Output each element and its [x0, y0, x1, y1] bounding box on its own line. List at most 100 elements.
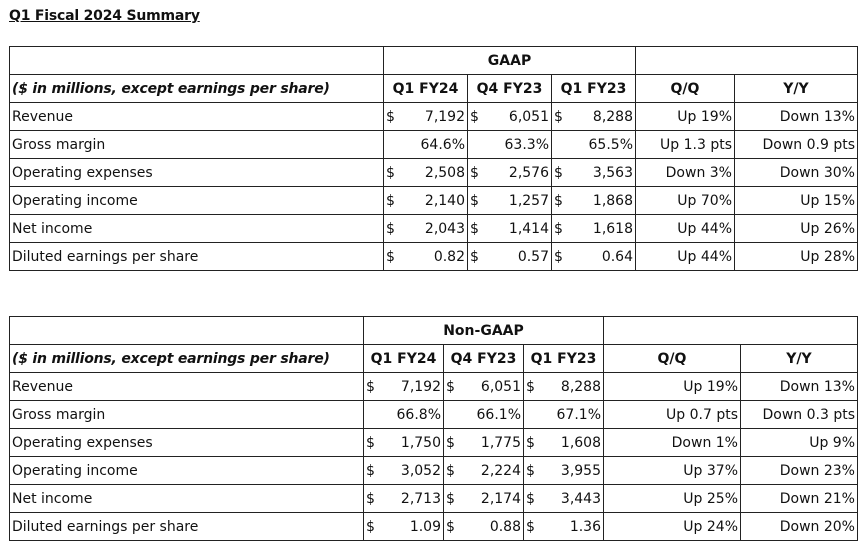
value-q4-fy23: $2,224	[443, 456, 524, 485]
row-label: Operating income	[9, 456, 364, 485]
table-row: Operating income $2,140 $1,257 $1,868 Up 70%…	[9, 186, 858, 215]
change-yy: Up 9%	[740, 428, 858, 457]
value-text: 6,051	[508, 108, 549, 125]
change-qq: Up 44%	[635, 214, 735, 243]
currency-symbol: $	[386, 108, 395, 125]
value-q1-fy24: $2,508	[383, 158, 468, 187]
value-q1-fy24: $7,192	[363, 372, 444, 401]
table-row: Net income $2,713 $2,174 $3,443 Up 25% Down 2…	[9, 484, 858, 513]
value-q1-fy23: $8,288	[523, 372, 604, 401]
change-yy: Up 28%	[734, 242, 858, 271]
value-q4-fy23: $6,051	[467, 102, 552, 131]
value-text: 2,713	[400, 490, 441, 507]
table-row: Gross margin 66.8% 66.1% 67.1% Up 0.7 pts Dow…	[9, 400, 858, 429]
value-q4-fy23: 63.3%	[467, 130, 552, 159]
row-label: Revenue	[9, 372, 364, 401]
value-text: 3,955	[560, 462, 601, 479]
change-qq: Up 44%	[635, 242, 735, 271]
value-q1-fy24: $7,192	[383, 102, 468, 131]
currency-symbol: $	[386, 248, 395, 265]
gaap-summary-table: GAAP ($ in millions, except earnings per…	[9, 46, 858, 271]
value-text: 0.64	[601, 248, 633, 265]
section-title-row: GAAP	[9, 46, 858, 75]
value-text: 1,750	[400, 434, 441, 451]
value-q4-fy23: $0.88	[443, 512, 524, 541]
value-text: 7,192	[400, 378, 441, 395]
change-qq: Up 0.7 pts	[603, 400, 741, 429]
currency-symbol: $	[386, 192, 395, 209]
row-label: Gross margin	[9, 130, 384, 159]
value-text: 0.88	[489, 518, 521, 535]
change-yy: Down 23%	[740, 456, 858, 485]
value-text: 1.09	[409, 518, 441, 535]
table-row: Diluted earnings per share $0.82 $0.57 $0.6…	[9, 242, 858, 271]
table-row: Operating income $3,052 $2,224 $3,955 Up 37%…	[9, 456, 858, 485]
table-row: Net income $2,043 $1,414 $1,618 Up 44% Up 26%	[9, 214, 858, 243]
value-text: 8,288	[560, 378, 601, 395]
section-title: GAAP	[383, 46, 636, 75]
value-q4-fy23: $0.57	[467, 242, 552, 271]
change-qq: Up 24%	[603, 512, 741, 541]
change-yy: Down 13%	[734, 102, 858, 131]
currency-symbol: $	[366, 434, 375, 451]
column-header-q1-fy23: Q1 FY23	[551, 74, 636, 103]
table-row: Gross margin 64.6% 63.3% 65.5% Up 1.3 pts Dow…	[9, 130, 858, 159]
column-header-yy: Y/Y	[734, 74, 858, 103]
change-yy: Down 21%	[740, 484, 858, 513]
value-text: 1.36	[569, 518, 601, 535]
page-title: Q1 Fiscal 2024 Summary	[9, 8, 200, 24]
value-q1-fy23: $3,563	[551, 158, 636, 187]
value-text: 1,868	[592, 192, 633, 209]
change-qq: Up 19%	[603, 372, 741, 401]
blank-cell	[603, 316, 858, 345]
value-text: 1,414	[508, 220, 549, 237]
section-title-row: Non-GAAP	[9, 316, 858, 345]
header-row: ($ in millions, except earnings per shar…	[9, 344, 858, 373]
currency-symbol: $	[554, 108, 563, 125]
currency-symbol: $	[554, 220, 563, 237]
currency-symbol: $	[526, 434, 535, 451]
change-yy: Down 0.3 pts	[740, 400, 858, 429]
value-q1-fy24: $0.82	[383, 242, 468, 271]
currency-symbol: $	[526, 490, 535, 507]
value-text: 1,257	[508, 192, 549, 209]
currency-symbol: $	[366, 518, 375, 535]
row-label: Diluted earnings per share	[9, 512, 364, 541]
row-label: Diluted earnings per share	[9, 242, 384, 271]
section-title: Non-GAAP	[363, 316, 604, 345]
value-q4-fy23: $1,257	[467, 186, 552, 215]
value-text: 0.82	[433, 248, 465, 265]
change-qq: Up 25%	[603, 484, 741, 513]
currency-symbol: $	[366, 490, 375, 507]
change-yy: Up 15%	[734, 186, 858, 215]
value-text: 6,051	[480, 378, 521, 395]
column-header-qq: Q/Q	[603, 344, 741, 373]
value-text: 1,608	[560, 434, 601, 451]
change-qq: Up 19%	[635, 102, 735, 131]
blank-cell	[9, 46, 384, 75]
value-text: 1,775	[480, 434, 521, 451]
value-text: 2,140	[424, 192, 465, 209]
value-text: 1,618	[592, 220, 633, 237]
currency-symbol: $	[526, 518, 535, 535]
value-q1-fy23: 67.1%	[523, 400, 604, 429]
value-text: 3,052	[400, 462, 441, 479]
currency-symbol: $	[470, 220, 479, 237]
column-header-qq: Q/Q	[635, 74, 735, 103]
value-text: 3,563	[592, 164, 633, 181]
table-row: Revenue $7,192 $6,051 $8,288 Up 19% Down 13%	[9, 372, 858, 401]
value-text: 2,224	[480, 462, 521, 479]
row-label: Operating income	[9, 186, 384, 215]
change-yy: Down 13%	[740, 372, 858, 401]
column-header-q4-fy23: Q4 FY23	[443, 344, 524, 373]
row-label: Operating expenses	[9, 428, 364, 457]
change-yy: Down 0.9 pts	[734, 130, 858, 159]
value-q4-fy23: $6,051	[443, 372, 524, 401]
value-q1-fy23: $1.36	[523, 512, 604, 541]
column-header-q4-fy23: Q4 FY23	[467, 74, 552, 103]
value-text: 7,192	[424, 108, 465, 125]
currency-symbol: $	[554, 248, 563, 265]
row-label: Operating expenses	[9, 158, 384, 187]
change-qq: Up 37%	[603, 456, 741, 485]
header-label: ($ in millions, except earnings per shar…	[9, 74, 384, 103]
